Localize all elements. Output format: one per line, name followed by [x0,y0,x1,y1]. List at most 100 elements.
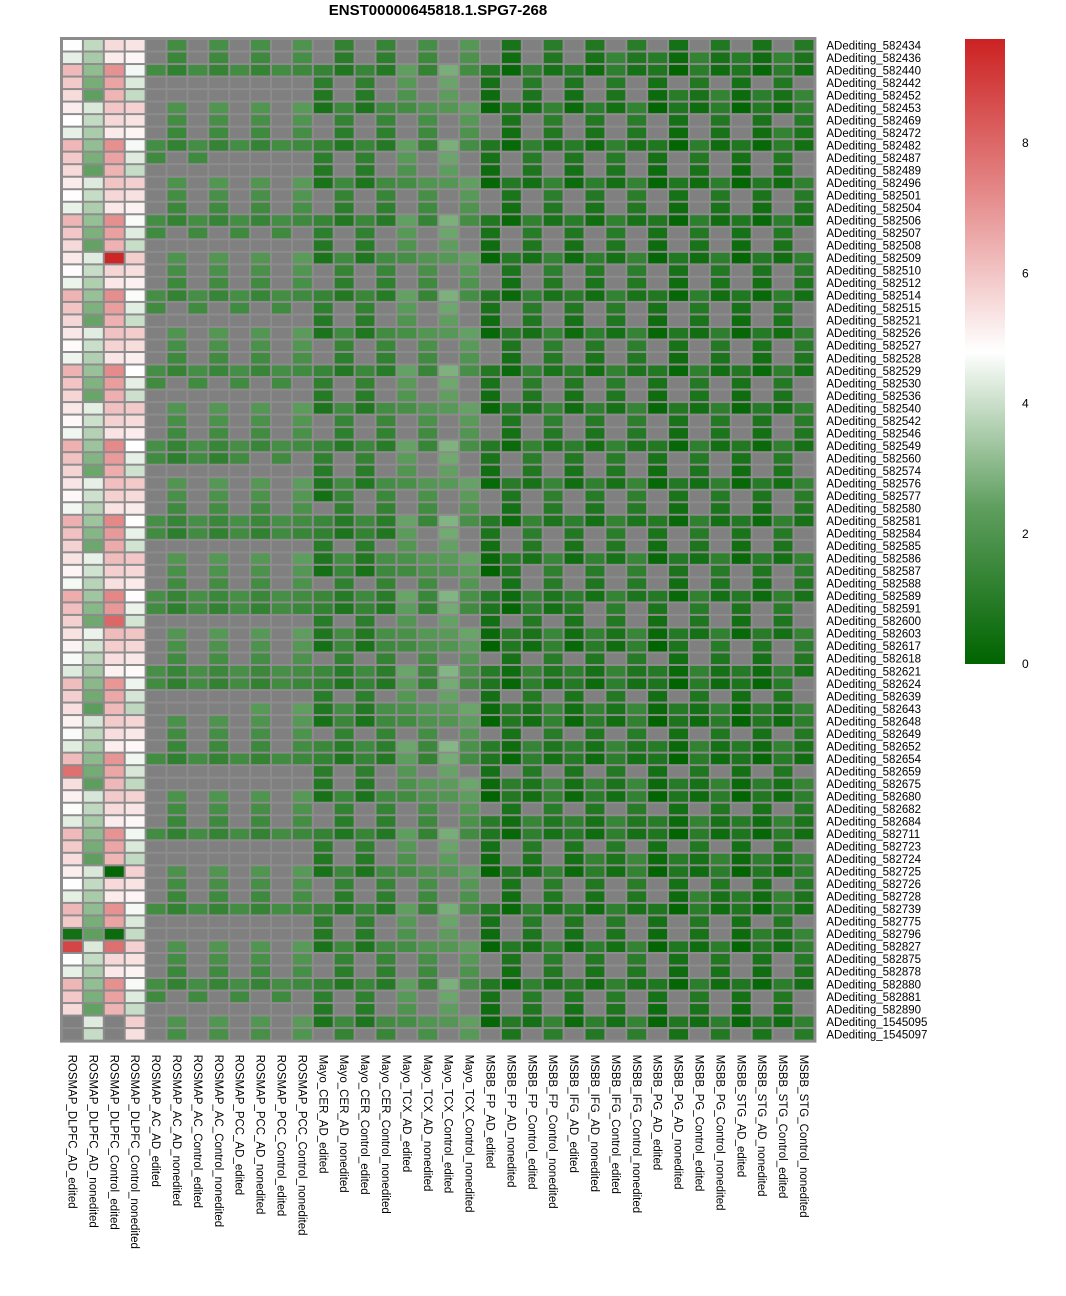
heatmap-cell [710,866,730,877]
heatmap-cell [146,666,166,677]
heatmap-cell [167,77,187,89]
heatmap-cell [439,666,459,677]
heatmap-cell [585,928,605,940]
heatmap-cell [460,1016,479,1028]
heatmap-cell [230,816,250,827]
heatmap-cell [773,716,793,727]
heatmap-cell [230,553,250,564]
heatmap-cell [690,866,709,877]
heatmap-cell [731,240,751,251]
heatmap-cell [313,127,333,139]
heatmap-cell [690,691,709,702]
heatmap-cell [460,340,479,351]
heatmap-cell [794,553,814,564]
heatmap-cell [167,853,187,865]
heatmap-cell [648,928,668,940]
heatmap-cell [272,403,291,414]
heatmap-cell [731,866,751,877]
heatmap-cell [355,140,375,151]
heatmap-cell [669,65,688,76]
heatmap-cell [669,152,688,164]
heatmap-cell [794,378,814,389]
heatmap-cell [63,40,82,51]
heatmap-cell [146,816,166,827]
heatmap-cell [522,578,542,589]
heatmap-cell [522,353,542,364]
heatmap-cell [648,666,668,677]
heatmap-cell [564,991,584,1003]
heatmap-cell [63,252,82,264]
heatmap-cell [481,891,500,902]
heatmap-cell [481,916,500,927]
heatmap-cell [481,603,500,614]
heatmap-cell [209,828,229,840]
heatmap-cell [355,503,375,514]
heatmap-cell [83,703,103,715]
heatmap-cell [627,152,647,164]
heatmap-cell [209,941,229,952]
heatmap-cell [731,590,751,602]
heatmap-cell [251,753,270,765]
heatmap-cell [710,52,730,64]
heatmap-cell [376,403,396,414]
heatmap-cell [710,528,730,539]
heatmap-cell [146,866,166,877]
heatmap-cell [83,40,103,51]
heatmap-cell [543,202,563,214]
heatmap-cell [167,277,187,289]
heatmap-cell [752,77,772,89]
heatmap-cell [104,578,124,589]
heatmap-cell [501,240,521,251]
heatmap-cell [376,991,396,1003]
heatmap-cell [83,165,103,176]
heatmap-cell [439,302,459,314]
heatmap-cell [627,403,647,414]
heatmap-cell [543,252,563,264]
heatmap-cell [376,615,396,627]
heatmap-cell [481,640,500,652]
heatmap-cell [334,415,354,427]
heatmap-cell [418,65,438,76]
heatmap-cell [292,40,312,51]
row-label: ADediting_582536 [826,391,921,403]
heatmap-cell [376,816,396,827]
heatmap-cell [669,1016,688,1028]
heatmap-cell [773,490,793,502]
heatmap-cell [460,916,479,927]
heatmap-cell [439,227,459,239]
heatmap-cell [209,478,229,489]
row-label: ADediting_582528 [826,353,921,365]
heatmap-cell [773,941,793,952]
heatmap-cell [648,853,668,865]
heatmap-cell [669,991,688,1003]
heatmap-cell [376,803,396,815]
column-label: Mayo_CER_AD_edited [316,1055,328,1174]
heatmap-cell [272,415,291,427]
heatmap-cell [83,340,103,351]
heatmap-cell [334,941,354,952]
heatmap-cell [188,353,208,364]
heatmap-cell [397,515,417,527]
heatmap-cell [710,891,730,902]
heatmap-cell [376,440,396,452]
heatmap-cell [522,841,542,852]
heatmap-cell [188,515,208,527]
heatmap-cell [167,778,187,790]
heatmap-cell [125,115,145,126]
heatmap-cell [251,866,270,877]
heatmap-cell [63,928,82,940]
heatmap-cell [752,653,772,664]
heatmap-cell [104,1004,124,1015]
heatmap-cell [397,252,417,264]
heatmap-cell [731,628,751,639]
heatmap-cell [564,252,584,264]
heatmap-cell [146,979,166,990]
heatmap-cell [669,190,688,201]
heatmap-cell [543,77,563,89]
heatmap-cell [209,353,229,364]
heatmap-cell [376,290,396,301]
heatmap-cell [669,628,688,639]
heatmap-cell [230,966,250,977]
heatmap-cell [752,553,772,564]
heatmap-cell [752,603,772,614]
